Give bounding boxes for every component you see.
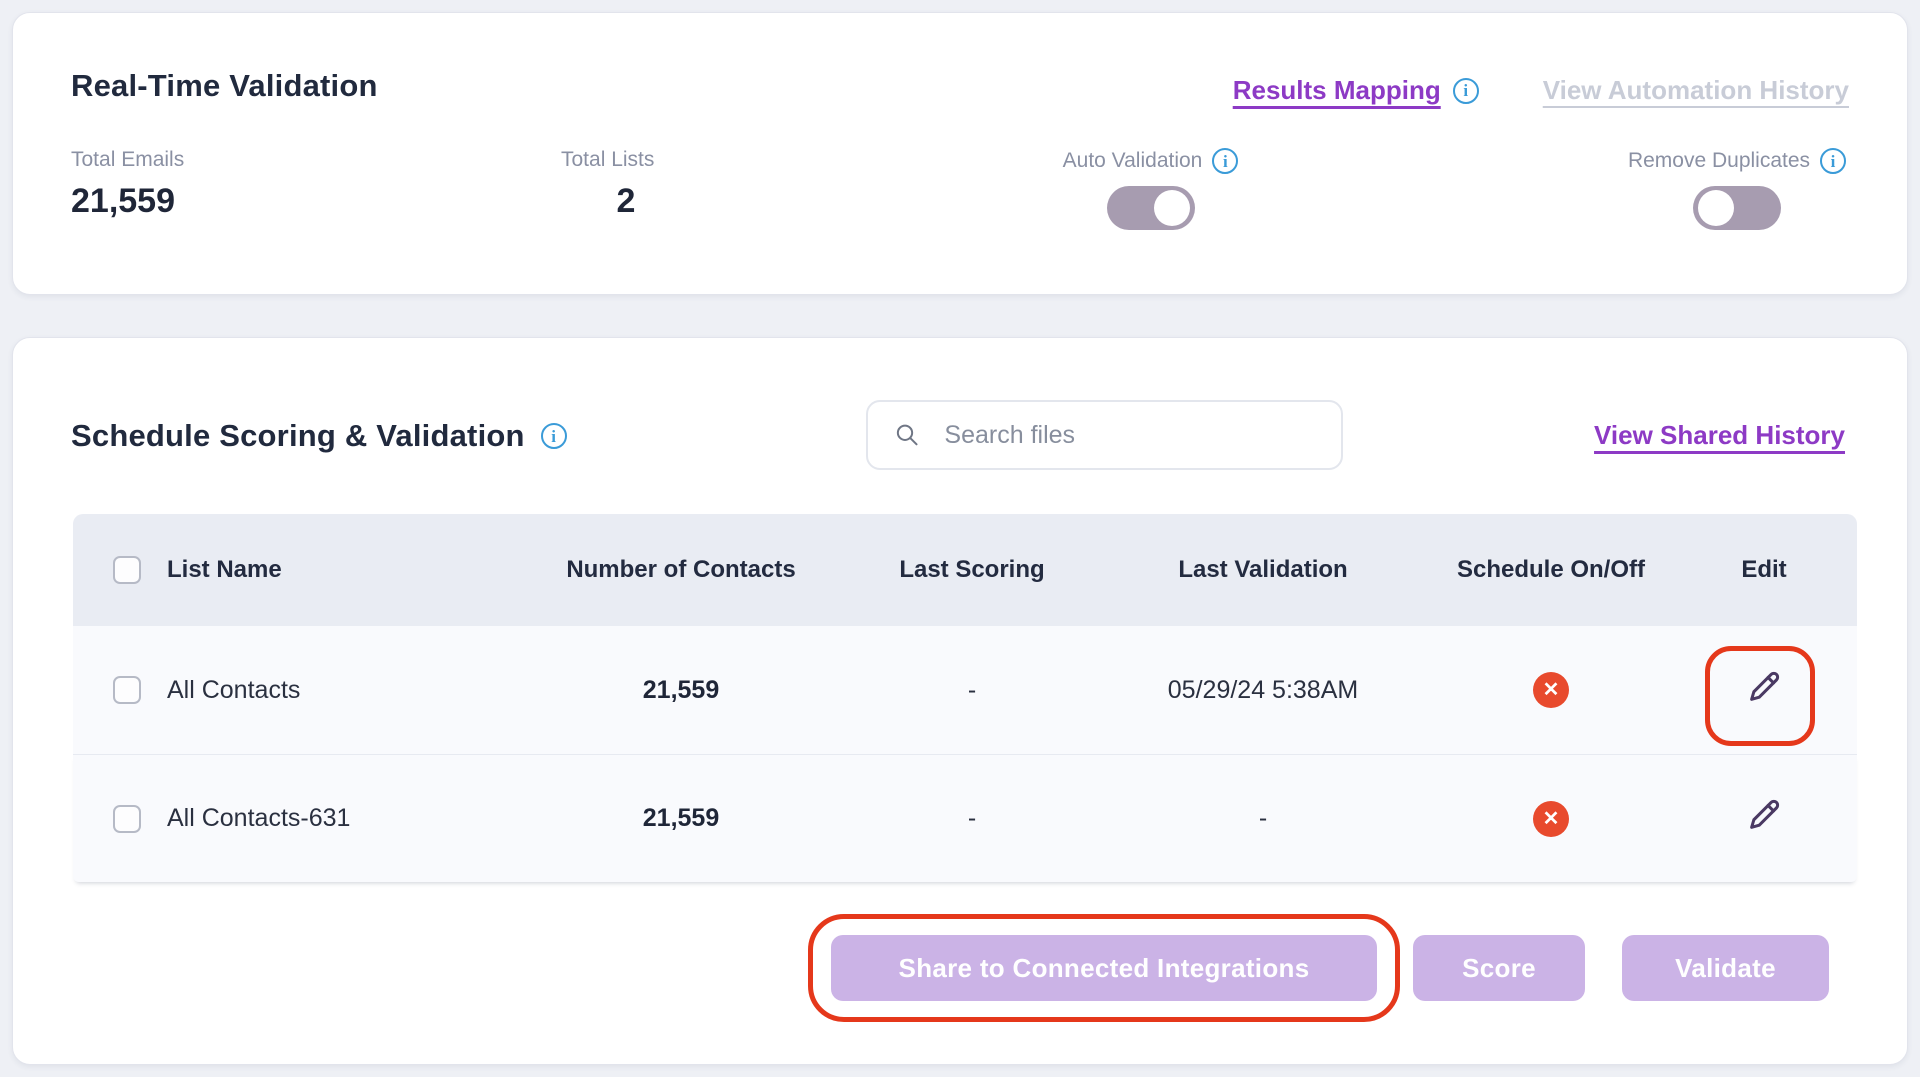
table-row: All Contacts 21,559 - 05/29/24 5:38AM ✕: [73, 626, 1857, 754]
remove-duplicates-stat: Remove Duplicates i: [1621, 148, 1853, 230]
col-header-last-validation: Last Validation: [1178, 556, 1348, 583]
auto-validation-stat: Auto Validation i: [1038, 148, 1263, 230]
remove-duplicates-toggle-knob: [1698, 190, 1734, 226]
auto-validation-info-icon[interactable]: i: [1212, 148, 1239, 174]
edit-pencil-icon[interactable]: [1745, 668, 1783, 706]
last-validation-value: 05/29/24 5:38AM: [1167, 675, 1359, 704]
table-header-row: List Name Number of Contacts Last Scorin…: [73, 514, 1857, 626]
schedule-card-title: Schedule Scoring & Validation: [71, 418, 525, 453]
last-validation-value: -: [1258, 804, 1268, 832]
total-lists-value: 2: [616, 182, 636, 220]
col-header-edit: Edit: [1741, 556, 1787, 583]
share-to-integrations-button[interactable]: Share to Connected Integrations: [831, 935, 1377, 1001]
realtime-validation-card: Real-Time Validation Results Mapping i V…: [12, 12, 1908, 295]
contacts-count: 21,559: [642, 804, 720, 832]
total-emails-value: 21,559: [71, 182, 175, 220]
realtime-links-row: Results Mapping i View Automation Histor…: [1233, 75, 1849, 106]
total-lists-stat: Total Lists 2: [561, 148, 691, 221]
remove-duplicates-label: Remove Duplicates: [1627, 149, 1811, 172]
schedule-title-row: Schedule Scoring & Validation i: [71, 418, 567, 454]
remove-duplicates-toggle[interactable]: [1693, 186, 1781, 230]
select-all-checkbox[interactable]: [113, 556, 141, 584]
contacts-count: 21,559: [642, 675, 720, 704]
search-files-box[interactable]: [866, 400, 1343, 470]
view-shared-history-link[interactable]: View Shared History: [1594, 420, 1845, 450]
schedule-off-icon[interactable]: ✕: [1533, 800, 1569, 837]
auto-validation-toggle[interactable]: [1106, 186, 1195, 230]
total-lists-label: Total Lists: [561, 148, 655, 171]
schedule-info-icon[interactable]: i: [540, 423, 567, 449]
remove-duplicates-info-icon[interactable]: i: [1820, 148, 1847, 174]
row-checkbox[interactable]: [113, 804, 141, 833]
realtime-card-title: Real-Time Validation: [71, 68, 378, 103]
results-mapping-link[interactable]: Results Mapping: [1232, 75, 1441, 105]
lists-table: List Name Number of Contacts Last Scorin…: [73, 514, 1857, 882]
schedule-scoring-card: Schedule Scoring & Validation i View Sha…: [12, 337, 1908, 1065]
score-button[interactable]: Score: [1413, 935, 1585, 1001]
col-header-last-scoring: Last Scoring: [899, 556, 1045, 583]
list-name: All Contacts: [167, 675, 301, 704]
last-scoring-value: -: [967, 804, 977, 832]
table-row: All Contacts-631 21,559 - - ✕: [73, 754, 1857, 882]
total-emails-label: Total Emails: [71, 148, 185, 171]
edit-pencil-icon[interactable]: [1745, 796, 1783, 834]
col-header-list-name: List Name: [167, 556, 282, 583]
col-header-schedule-on-off: Schedule On/Off: [1456, 556, 1645, 583]
auto-validation-toggle-knob: [1153, 190, 1190, 226]
row-checkbox[interactable]: [113, 676, 141, 704]
schedule-off-icon[interactable]: ✕: [1533, 672, 1569, 708]
list-name: All Contacts-631: [167, 804, 351, 832]
results-mapping-info-icon[interactable]: i: [1452, 77, 1479, 104]
total-emails-stat: Total Emails 21,559: [71, 148, 184, 221]
view-automation-history-link[interactable]: View Automation History: [1542, 75, 1849, 105]
auto-validation-label: Auto Validation: [1062, 149, 1203, 172]
validate-button[interactable]: Validate: [1622, 935, 1829, 1001]
search-input[interactable]: [944, 420, 1315, 450]
col-header-number-of-contacts: Number of Contacts: [566, 556, 796, 583]
search-icon: [896, 424, 918, 446]
last-scoring-value: -: [967, 675, 977, 704]
